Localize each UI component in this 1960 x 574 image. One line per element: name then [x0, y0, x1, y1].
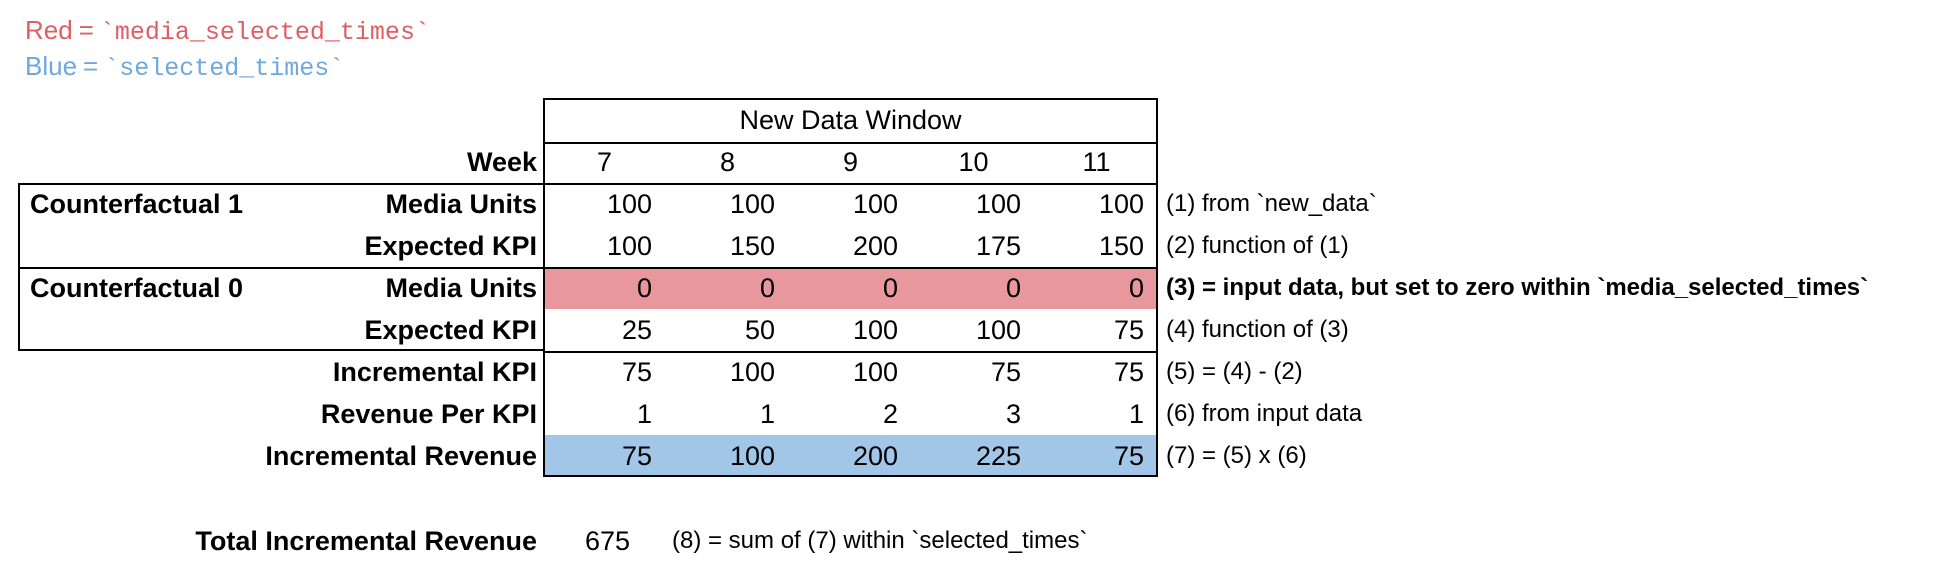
data-cell: 100 [729, 189, 775, 219]
row-label-expected-kpi-cf0: Expected KPI [364, 315, 537, 345]
annotation-4: (4) function of (3) [1166, 316, 1349, 343]
week-divider-line [543, 183, 1158, 185]
data-cell: 150 [1098, 231, 1144, 261]
data-cell: 1 [636, 399, 652, 429]
data-cell: 100 [729, 357, 775, 387]
week-value: 8 [719, 147, 736, 177]
data-cell: 0 [636, 273, 652, 303]
legend-red: Red = `media_selected_times` [25, 12, 430, 48]
data-cell: 75 [1113, 441, 1144, 471]
data-cell: 100 [852, 189, 898, 219]
total-incremental-revenue-value: 675 [584, 526, 630, 556]
week-row-label: Week [466, 147, 537, 177]
data-cell: 0 [1128, 273, 1144, 303]
data-cell: 1 [759, 399, 775, 429]
data-cell: 150 [729, 231, 775, 261]
data-cell: 50 [744, 315, 775, 345]
data-cell: 75 [990, 357, 1021, 387]
table-header: New Data Window [739, 105, 962, 135]
week-value: 9 [842, 147, 859, 177]
week-value: 7 [596, 147, 613, 177]
counterfactual-1-label: Counterfactual 1 [30, 189, 244, 219]
data-cell: 100 [975, 315, 1021, 345]
data-cell: 100 [729, 441, 775, 471]
data-cell: 75 [621, 357, 652, 387]
legend-red-code: `media_selected_times` [99, 18, 430, 47]
legend-blue-equals: = [83, 51, 99, 81]
data-cell: 200 [852, 441, 898, 471]
media-selected-times-highlight-band [543, 267, 1158, 309]
counterfactual0-bottom-line [543, 351, 1158, 353]
row-label-media-units-cf0: Media Units [385, 273, 537, 303]
data-cell: 100 [975, 189, 1021, 219]
week-value: 11 [1082, 147, 1111, 177]
row-label-revenue-per-kpi: Revenue Per KPI [320, 399, 537, 429]
annotation-1: (1) from `new_data` [1166, 190, 1377, 217]
legend-red-equals: = [78, 15, 94, 45]
annotation-6: (6) from input data [1166, 400, 1363, 427]
legend-blue-code: `selected_times` [104, 54, 345, 83]
data-cell: 75 [1113, 315, 1144, 345]
data-cell: 100 [852, 357, 898, 387]
annotation-8: (8) = sum of (7) within `selected_times` [672, 527, 1088, 554]
legend-blue-word: Blue [25, 51, 78, 81]
data-cell: 100 [852, 315, 898, 345]
data-cell: 100 [606, 189, 652, 219]
counterfactual-0-label: Counterfactual 0 [30, 273, 244, 303]
row-label-media-units-cf1: Media Units [385, 189, 537, 219]
row-label-incremental-kpi: Incremental KPI [332, 357, 537, 387]
week-value: 10 [958, 147, 989, 177]
data-cell: 75 [621, 441, 652, 471]
data-cell: 225 [975, 441, 1021, 471]
data-cell: 175 [975, 231, 1021, 261]
annotation-2: (2) function of (1) [1166, 232, 1349, 259]
header-divider-line [543, 142, 1158, 144]
annotation-7: (7) = (5) x (6) [1166, 442, 1307, 469]
data-cell: 0 [882, 273, 898, 303]
annotation-5: (5) = (4) - (2) [1166, 358, 1303, 385]
counterfactual-divider-line [543, 267, 1158, 269]
legend-blue: Blue = `selected_times` [25, 48, 344, 84]
data-cell: 3 [1005, 399, 1021, 429]
data-cell: 0 [1005, 273, 1021, 303]
row-label-expected-kpi-cf1: Expected KPI [364, 231, 537, 261]
data-cell: 100 [1098, 189, 1144, 219]
data-cell: 0 [759, 273, 775, 303]
selected-times-highlight-band [543, 435, 1158, 477]
label-box-divider-line [18, 267, 545, 269]
total-incremental-revenue-label: Total Incremental Revenue [195, 526, 537, 556]
data-cell: 200 [852, 231, 898, 261]
data-cell: 25 [621, 315, 652, 345]
data-cell: 100 [606, 231, 652, 261]
legend-red-word: Red [25, 15, 73, 45]
data-cell: 2 [882, 399, 898, 429]
data-cell: 1 [1128, 399, 1144, 429]
row-label-incremental-revenue: Incremental Revenue [265, 441, 537, 471]
annotation-3: (3) = input data, but set to zero within… [1166, 274, 1869, 301]
data-cell: 75 [1113, 357, 1144, 387]
